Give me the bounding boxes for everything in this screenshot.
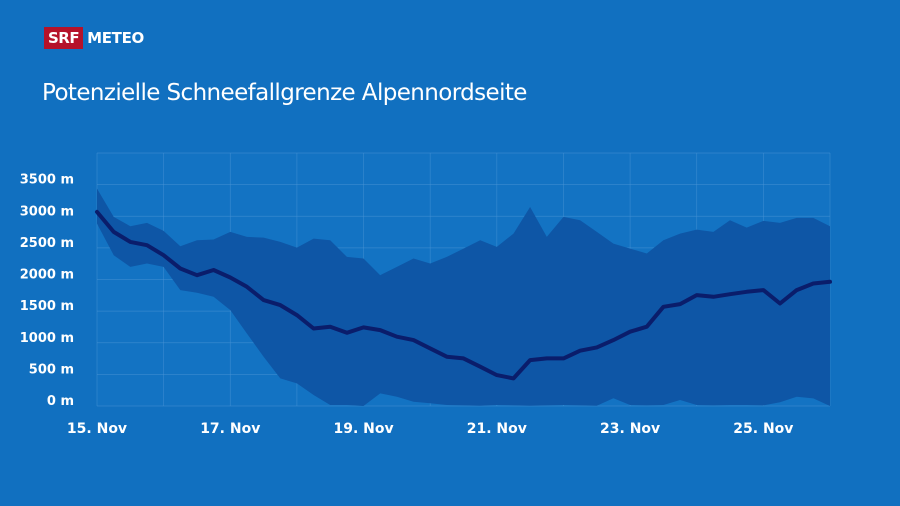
y-tick-label: 1500 m xyxy=(20,299,74,314)
y-tick-label: 3500 m xyxy=(20,173,74,188)
srf-meteo-logo: SRF METEO xyxy=(44,27,144,49)
logo-product: METEO xyxy=(87,29,145,47)
x-tick-label: 19. Nov xyxy=(333,421,393,437)
median-line xyxy=(95,209,832,381)
y-tick-label: 0 m xyxy=(47,394,74,409)
y-tick-label: 1000 m xyxy=(20,331,74,346)
x-axis-labels: 15. Nov 17. Nov 19. Nov 21. Nov 23. Nov 25. N… xyxy=(67,421,794,437)
x-tick-label: 25. Nov xyxy=(733,421,793,437)
x-tick-label: 15. Nov xyxy=(67,421,127,437)
y-tick-label: 500 m xyxy=(29,362,74,377)
x-tick-label: 23. Nov xyxy=(600,421,660,437)
range-band xyxy=(97,188,830,406)
y-axis-labels: 0 m 500 m 1000 m 1500 m 2000 m 2500 m 3000 m 35… xyxy=(20,173,74,409)
y-tick-label: 2500 m xyxy=(20,236,74,251)
x-tick-label: 17. Nov xyxy=(200,421,260,437)
y-tick-label: 2000 m xyxy=(20,268,74,283)
x-tick-label: 21. Nov xyxy=(467,421,527,437)
y-tick-label: 3000 m xyxy=(20,204,74,219)
chart-title: Potenzielle Schneefallgrenze Alpennordse… xyxy=(42,80,527,106)
logo-brand: SRF xyxy=(44,27,84,49)
